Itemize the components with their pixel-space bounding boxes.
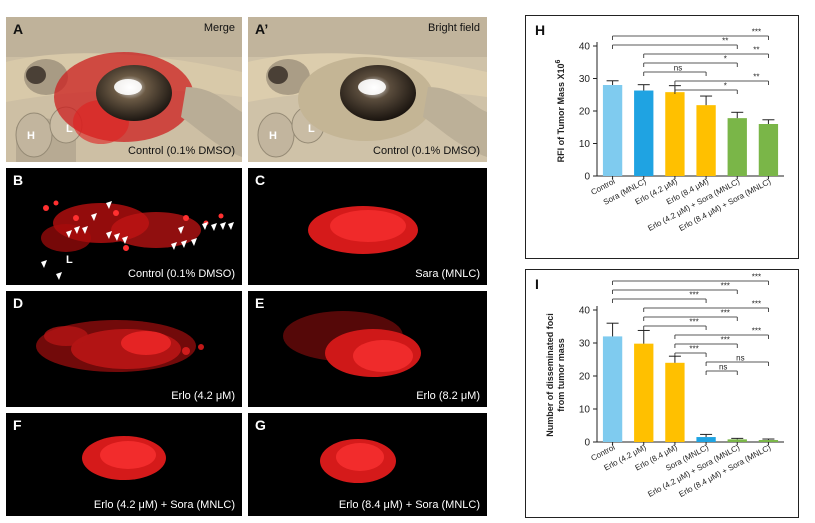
bar-0 xyxy=(602,336,623,442)
panel-caption-a: Control (0.1% DMSO) xyxy=(128,145,235,157)
y-tick-label: 10 xyxy=(579,405,591,416)
chart-label-i: I xyxy=(535,276,539,292)
panel-label-f: F xyxy=(13,417,22,433)
significance-label: *** xyxy=(752,327,761,336)
panel-caption-b: Control (0.1% DMSO) xyxy=(128,268,235,280)
y-tick-label: 20 xyxy=(579,372,591,383)
fluorescence-image-erlo-8-2 xyxy=(283,311,421,377)
panel-f-fluorescence: F Erlo (4.2 μM) + Sora (MNLC) xyxy=(6,413,242,516)
organ-label-l: L xyxy=(66,254,73,266)
significance-label: * xyxy=(724,55,727,64)
significance-label: *** xyxy=(689,291,698,300)
bar-1 xyxy=(634,90,654,176)
bar-2 xyxy=(665,92,685,176)
bar-1 xyxy=(634,343,654,442)
fluorescence-image-sora xyxy=(308,206,418,254)
panel-a-merge: A Merge H L Control (0.1% DMSO) xyxy=(6,17,242,162)
panel-label-b: B xyxy=(13,172,24,188)
panel-label-e: E xyxy=(255,295,265,311)
panel-caption-c: Sara (MNLC) xyxy=(415,268,480,280)
fluorescence-image-erlo-4-2-sora xyxy=(82,436,166,480)
organ-label-h: H xyxy=(269,130,277,142)
panel-label-g: G xyxy=(255,417,266,433)
bar-2 xyxy=(665,362,685,442)
significance-label: ns xyxy=(736,354,744,363)
panel-title-merge: Merge xyxy=(203,22,235,34)
panel-b-fluorescence: B L Control (0.1% DMSO) xyxy=(6,168,242,285)
panel-caption-d: Erlo (4.2 μM) xyxy=(171,390,235,402)
y-tick-label: 30 xyxy=(579,74,591,85)
y-tick-label: 40 xyxy=(579,306,591,317)
significance-label: * xyxy=(724,82,727,91)
panel-e-fluorescence: E Erlo (8.2 μM) xyxy=(248,291,487,407)
panel-c-fluorescence: C Sara (MNLC) xyxy=(248,168,487,285)
panel-label-c: C xyxy=(255,172,266,188)
bright-field-image xyxy=(248,17,487,162)
bar-3 xyxy=(696,105,716,176)
chart-i-box: I 0 10 20 30 40 Control Erlo (4.2 μM) Erlo (8.4… xyxy=(525,269,799,518)
panel-d-fluorescence: D Erlo (4.2 μM) xyxy=(6,291,242,407)
significance-label: *** xyxy=(752,28,761,37)
significance-label: *** xyxy=(752,300,761,309)
significance-label: *** xyxy=(689,345,698,354)
panel-a-prime-bright-field: A’ Bright field H L Control (0.1% DMSO) xyxy=(248,17,487,162)
significance-label: ns xyxy=(719,363,727,372)
organ-label-l: L xyxy=(66,123,73,135)
y-tick-label: 10 xyxy=(579,139,591,150)
panel-label-d: D xyxy=(13,295,24,311)
y-tick-label: 0 xyxy=(584,172,590,183)
panel-g-fluorescence: G Erlo (8.4 μM) + Sora (MNLC) xyxy=(248,413,487,516)
y-axis-label: RFI of Tumor Mass X106 xyxy=(555,60,566,163)
bar-0 xyxy=(602,85,623,176)
organ-label-h: H xyxy=(27,130,35,142)
significance-label: *** xyxy=(689,318,698,327)
y-axis-label-line-1: Number of disseminated foci xyxy=(545,313,555,437)
organ-label-l: L xyxy=(308,123,315,135)
significance-label: *** xyxy=(721,282,730,291)
merge-image xyxy=(6,17,242,162)
y-axis-label-line-2: from tumor mass xyxy=(556,338,566,412)
panel-label-a-prime: A’ xyxy=(255,21,269,37)
y-tick-label: 30 xyxy=(579,339,591,350)
fluorescence-image-erlo-8-4-sora xyxy=(320,439,396,483)
significance-label: *** xyxy=(721,336,730,345)
panel-caption-f: Erlo (4.2 μM) + Sora (MNLC) xyxy=(93,499,235,511)
significance-label: ** xyxy=(753,73,759,82)
significance-label: ns xyxy=(674,64,682,73)
panel-caption-e: Erlo (8.2 μM) xyxy=(416,390,480,402)
panel-caption-a-prime: Control (0.1% DMSO) xyxy=(373,145,480,157)
significance-label: *** xyxy=(721,309,730,318)
fluorescence-image-erlo-4-2 xyxy=(36,320,204,372)
y-tick-label: 40 xyxy=(579,42,591,53)
panel-label-a: A xyxy=(13,21,24,37)
panel-title-bright-field: Bright field xyxy=(428,22,480,34)
bar-5 xyxy=(758,440,779,442)
chart-label-h: H xyxy=(535,22,546,38)
significance-label: ** xyxy=(753,46,759,55)
chart-h-box: H 0 10 20 30 40 Control Sora (MNLC) Erlo (4.2 μ… xyxy=(525,15,799,259)
bar-4 xyxy=(727,118,747,176)
y-tick-label: 20 xyxy=(579,107,591,118)
fluorescence-image-control xyxy=(41,200,234,280)
panel-caption-g: Erlo (8.4 μM) + Sora (MNLC) xyxy=(338,499,480,511)
bar-3 xyxy=(696,437,716,442)
significance-label: *** xyxy=(752,273,761,282)
significance-label: ** xyxy=(722,37,728,46)
y-tick-label: 0 xyxy=(584,438,590,449)
bar-4 xyxy=(727,439,747,442)
bar-5 xyxy=(758,124,779,176)
